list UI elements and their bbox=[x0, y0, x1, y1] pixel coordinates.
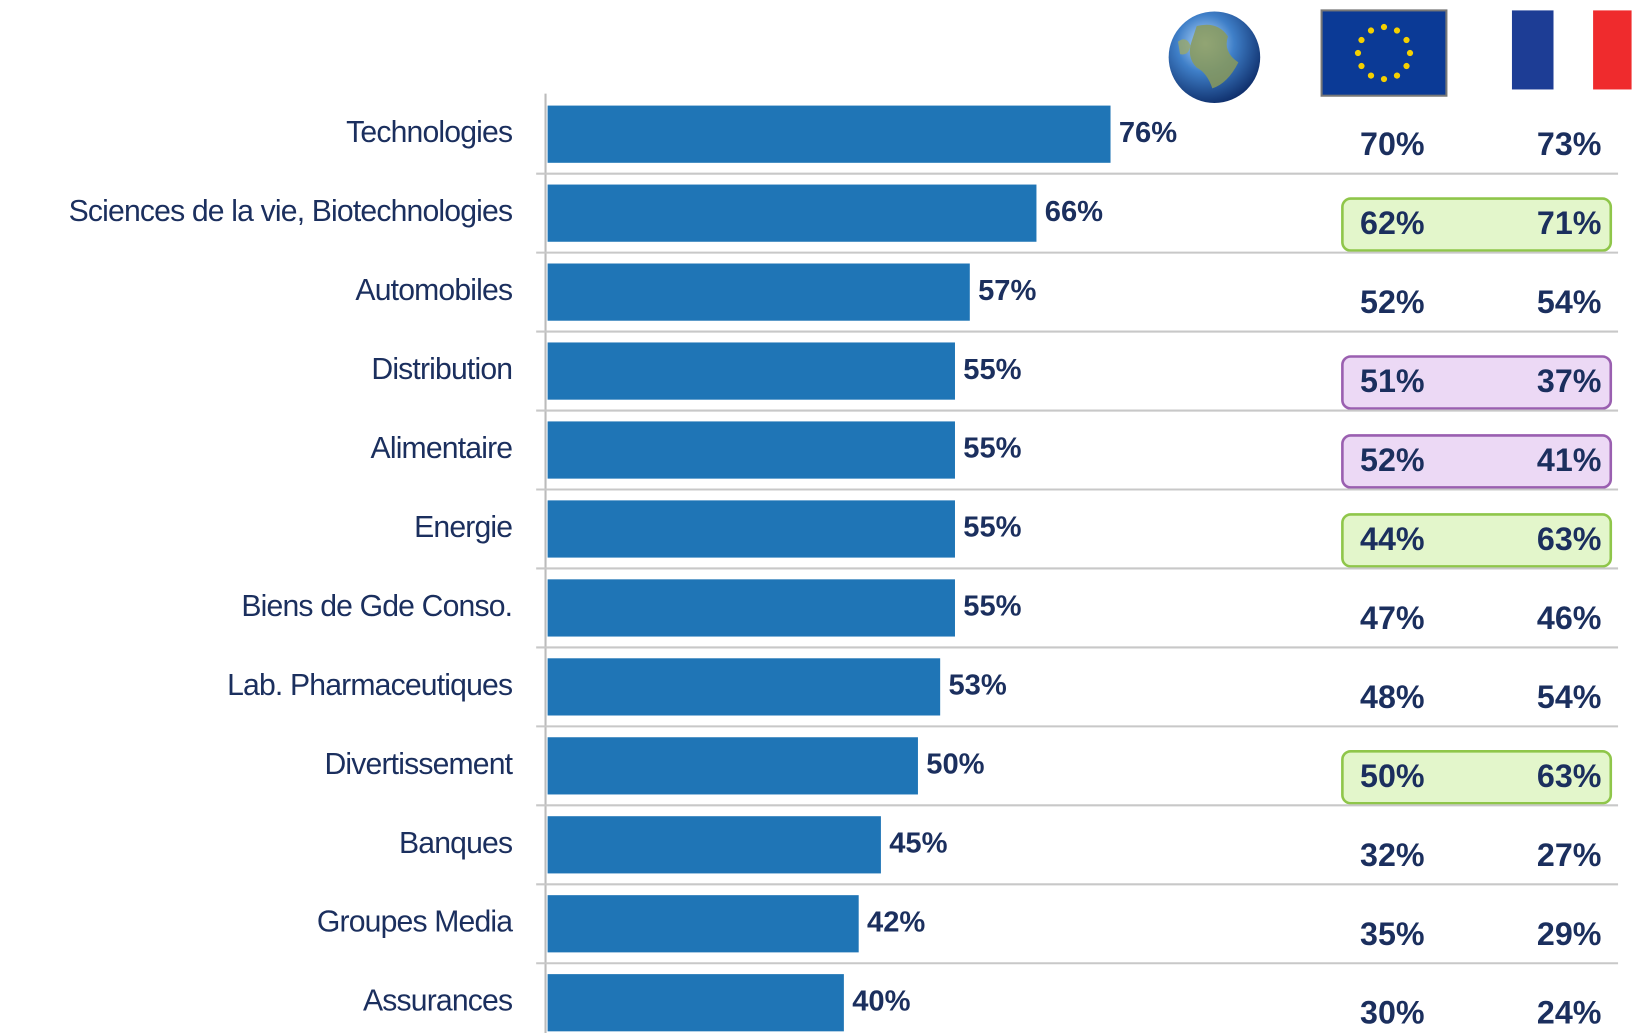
bar bbox=[547, 184, 1037, 242]
france-flag-icon bbox=[1511, 10, 1632, 90]
column-value: 27% bbox=[1537, 837, 1602, 873]
bar bbox=[547, 579, 955, 637]
value-label: 66% bbox=[1045, 196, 1103, 228]
column-value: 29% bbox=[1537, 916, 1602, 952]
column-value: 46% bbox=[1537, 600, 1602, 636]
category-label: Sciences de la vie, Biotechnologies bbox=[69, 195, 513, 228]
category-label: Banques bbox=[399, 827, 512, 860]
flag-star bbox=[1393, 72, 1401, 79]
globe-icon bbox=[1168, 11, 1261, 103]
value-label: 42% bbox=[867, 906, 925, 938]
flag-star bbox=[1393, 27, 1401, 34]
column-value: 44% bbox=[1360, 521, 1425, 557]
category-label: Alimentaire bbox=[371, 432, 513, 465]
flag-star bbox=[1406, 49, 1414, 57]
column-value: 73% bbox=[1537, 126, 1602, 162]
column-value: 41% bbox=[1537, 442, 1602, 478]
column-value: 52% bbox=[1360, 442, 1425, 478]
bar bbox=[547, 421, 955, 479]
column-value: 51% bbox=[1360, 363, 1425, 399]
highlight-box bbox=[1341, 197, 1613, 252]
column-value: 54% bbox=[1537, 284, 1602, 320]
highlight-box bbox=[1341, 355, 1613, 410]
column-value: 32% bbox=[1360, 837, 1425, 873]
category-label: Lab. Pharmaceutiques bbox=[227, 669, 512, 702]
value-label: 57% bbox=[978, 275, 1036, 307]
value-label: 45% bbox=[889, 828, 947, 860]
category-label: Biens de Gde Conso. bbox=[241, 590, 512, 623]
column-value: 48% bbox=[1360, 679, 1425, 715]
column-value: 54% bbox=[1537, 679, 1602, 715]
bar bbox=[547, 105, 1111, 163]
value-label: 50% bbox=[926, 749, 984, 781]
column-value: 71% bbox=[1537, 205, 1602, 241]
value-label: 55% bbox=[963, 433, 1021, 465]
bar bbox=[547, 263, 970, 321]
flag-star bbox=[1367, 27, 1375, 34]
value-label: 55% bbox=[963, 591, 1021, 623]
flag-star bbox=[1358, 36, 1365, 44]
bar bbox=[547, 974, 844, 1032]
bar bbox=[547, 342, 955, 400]
category-label: Energie bbox=[414, 511, 512, 544]
flag-star bbox=[1358, 62, 1365, 70]
column-value: 35% bbox=[1360, 916, 1425, 952]
value-label: 55% bbox=[963, 512, 1021, 544]
category-label: Distribution bbox=[371, 353, 512, 386]
highlight-box bbox=[1341, 434, 1613, 489]
bar bbox=[547, 895, 859, 953]
highlight-box bbox=[1341, 513, 1613, 568]
value-label: 40% bbox=[852, 985, 910, 1017]
highlight-box bbox=[1341, 749, 1613, 805]
flag-star bbox=[1367, 72, 1375, 79]
flag-star bbox=[1354, 49, 1362, 57]
category-label: Automobiles bbox=[355, 274, 512, 307]
column-value: 70% bbox=[1360, 126, 1425, 162]
column-value: 52% bbox=[1360, 284, 1425, 320]
flag-star bbox=[1403, 36, 1410, 44]
column-value: 24% bbox=[1537, 995, 1602, 1031]
flag-star bbox=[1403, 62, 1410, 70]
bar bbox=[547, 737, 918, 795]
column-value: 37% bbox=[1537, 363, 1602, 399]
category-label: Divertissement bbox=[324, 748, 513, 781]
flag-star bbox=[1380, 23, 1388, 31]
bar bbox=[547, 500, 955, 558]
column-value: 63% bbox=[1537, 758, 1602, 794]
flag-star bbox=[1380, 75, 1388, 83]
bar bbox=[547, 816, 881, 874]
value-label: 53% bbox=[948, 670, 1006, 702]
column-value: 63% bbox=[1537, 521, 1602, 557]
category-label: Assurances bbox=[363, 985, 512, 1018]
column-value: 62% bbox=[1360, 205, 1425, 241]
column-value: 50% bbox=[1360, 758, 1425, 794]
eu-flag-icon bbox=[1320, 9, 1448, 97]
bar bbox=[547, 658, 941, 716]
category-label: Groupes Media bbox=[317, 906, 513, 939]
column-value: 30% bbox=[1360, 995, 1425, 1031]
value-label: 55% bbox=[963, 354, 1021, 386]
category-label: Technologies bbox=[346, 116, 512, 149]
value-label: 76% bbox=[1119, 117, 1177, 149]
column-value: 47% bbox=[1360, 600, 1425, 636]
